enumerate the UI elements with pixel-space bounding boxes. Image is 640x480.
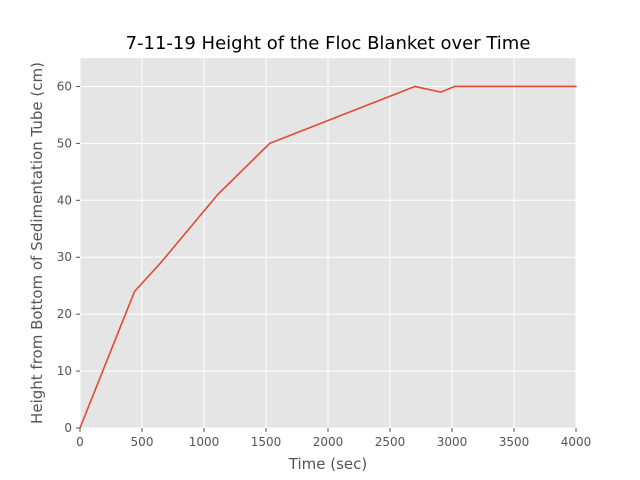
x-tick-label: 1000 <box>189 435 220 449</box>
y-tick-label: 30 <box>57 250 72 264</box>
x-tick-label: 0 <box>76 435 84 449</box>
series-line <box>79 85 577 429</box>
x-tick-label: 2000 <box>313 435 344 449</box>
series-layer <box>79 85 577 429</box>
y-tick-label: 0 <box>64 421 72 435</box>
x-tick-label: 2500 <box>375 435 406 449</box>
x-axis-label: Time (sec) <box>288 455 367 473</box>
y-tick-label: 40 <box>57 193 72 207</box>
x-tick-label: 3500 <box>499 435 530 449</box>
y-tick-label: 10 <box>57 364 72 378</box>
y-tick-label: 50 <box>57 136 72 150</box>
x-axis: 0 500 1000 1500 2000 2500 3000 3500 4000 <box>76 428 591 449</box>
x-tick-label: 4000 <box>561 435 592 449</box>
y-axis-label: Height from Bottom of Sedimentation Tube… <box>28 62 46 424</box>
chart-title: 7-11-19 Height of the Floc Blanket over … <box>126 33 531 54</box>
y-tick-label: 20 <box>57 307 72 321</box>
x-tick-label: 3000 <box>437 435 468 449</box>
x-tick-label: 500 <box>131 435 154 449</box>
x-tick-label: 1500 <box>251 435 282 449</box>
y-tick-label: 60 <box>57 79 72 93</box>
y-axis: 0 10 20 30 40 50 60 <box>57 79 80 435</box>
